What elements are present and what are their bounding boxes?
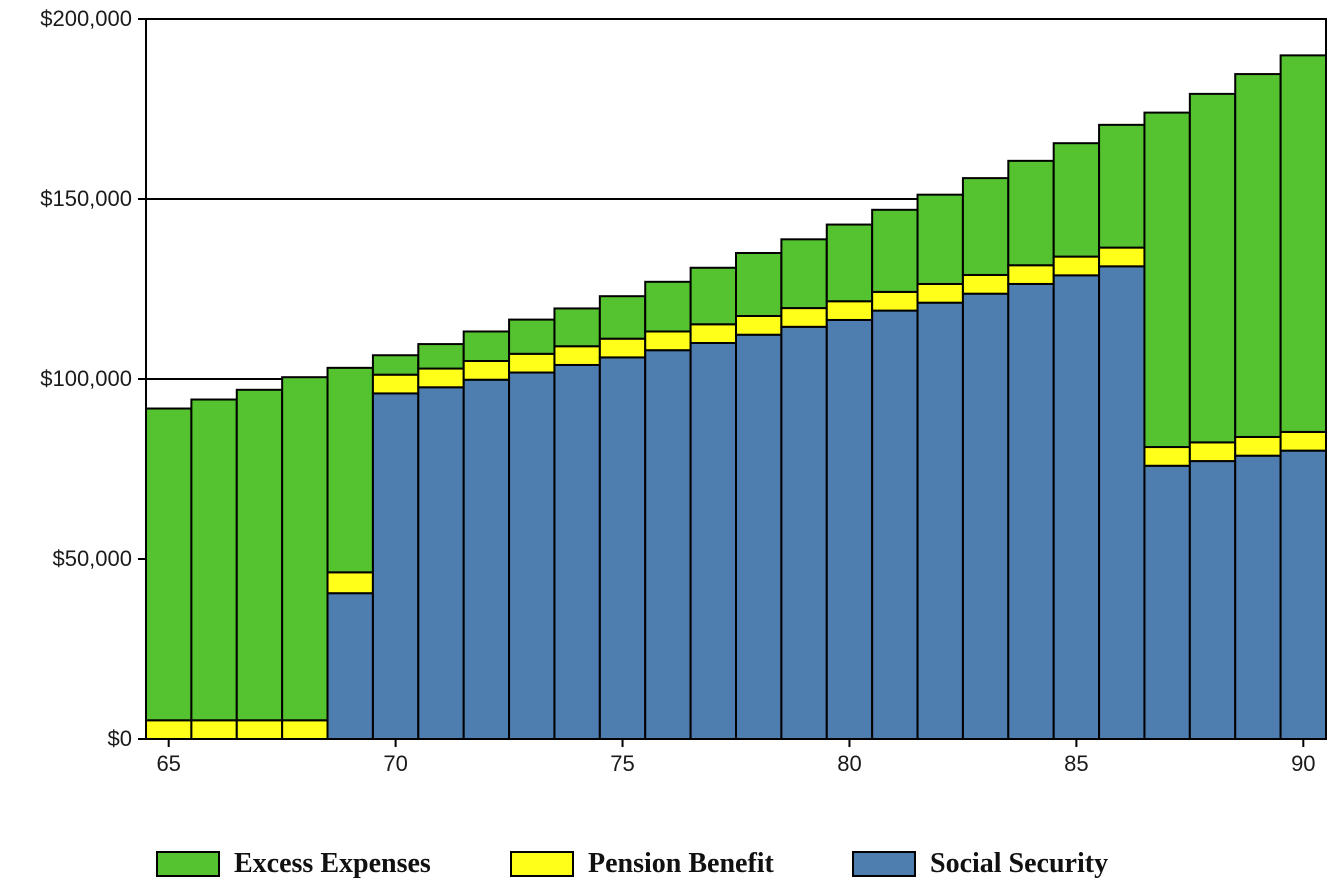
x-tick-label: 85 bbox=[1064, 751, 1088, 776]
bar-pension-benefit-81 bbox=[871, 290, 919, 312]
bar-excess-expenses-68 bbox=[281, 376, 329, 722]
bar-excess-expenses-78 bbox=[735, 252, 783, 317]
y-tick-label: $0 bbox=[108, 726, 132, 751]
bar-social-security-69 bbox=[326, 592, 374, 741]
bars bbox=[145, 54, 1327, 741]
bar-excess-expenses-76 bbox=[644, 280, 692, 333]
bar-social-security-80 bbox=[825, 318, 874, 740]
bar-pension-benefit-87 bbox=[1143, 446, 1191, 467]
bar-social-security-85 bbox=[1052, 274, 1101, 740]
bar-pension-benefit-66 bbox=[190, 719, 238, 741]
bar-pension-benefit-69 bbox=[326, 571, 374, 595]
bar-pension-benefit-76 bbox=[644, 330, 692, 352]
bar-social-security-79 bbox=[780, 325, 828, 740]
bar-pension-benefit-65 bbox=[145, 719, 193, 741]
bar-excess-expenses-86 bbox=[1098, 123, 1146, 249]
bar-excess-expenses-75 bbox=[598, 295, 647, 340]
bar-excess-expenses-89 bbox=[1234, 73, 1282, 438]
bar-pension-benefit-79 bbox=[780, 307, 828, 328]
bar-pension-benefit-88 bbox=[1188, 441, 1237, 463]
bar-excess-expenses-79 bbox=[780, 238, 828, 310]
bar-excess-expenses-74 bbox=[553, 307, 601, 348]
bar-social-security-76 bbox=[644, 349, 692, 740]
bar-pension-benefit-89 bbox=[1234, 435, 1282, 457]
bar-excess-expenses-67 bbox=[235, 388, 284, 722]
y-tick-label: $100,000 bbox=[40, 366, 132, 391]
y-tick-label: $150,000 bbox=[40, 186, 132, 211]
bar-excess-expenses-85 bbox=[1052, 142, 1101, 258]
bar-excess-expenses-83 bbox=[961, 177, 1010, 276]
legend-swatch-excess-expenses bbox=[156, 851, 220, 877]
bar-pension-benefit-72 bbox=[462, 360, 511, 381]
legend-item-social-security: Social Security bbox=[852, 848, 1108, 880]
bar-social-security-83 bbox=[961, 292, 1010, 740]
bar-pension-benefit-75 bbox=[598, 337, 647, 359]
x-tick-label: 65 bbox=[156, 751, 180, 776]
bar-pension-benefit-71 bbox=[417, 367, 465, 389]
x-axis: 65 70 75 80 85 90 bbox=[156, 739, 1316, 776]
x-tick-label: 90 bbox=[1291, 751, 1315, 776]
bar-excess-expenses-81 bbox=[871, 208, 919, 293]
bar-social-security-81 bbox=[871, 309, 919, 740]
bar-pension-benefit-90 bbox=[1279, 430, 1327, 452]
bar-excess-expenses-66 bbox=[190, 398, 238, 722]
bar-excess-expenses-72 bbox=[462, 330, 511, 363]
bar-pension-benefit-84 bbox=[1007, 264, 1055, 285]
legend-label-pension-benefit: Pension Benefit bbox=[588, 848, 774, 879]
legend-item-excess-expenses: Excess Expenses bbox=[156, 848, 431, 880]
stacked-bar-chart: $0 $50,000 $100,000 $150,000 $200,000 65 70 75… bbox=[40, 6, 1327, 776]
x-tick-label: 80 bbox=[837, 751, 861, 776]
bar-social-security-72 bbox=[462, 378, 511, 740]
bar-excess-expenses-90 bbox=[1279, 54, 1327, 433]
bar-excess-expenses-82 bbox=[916, 193, 964, 285]
bar-excess-expenses-88 bbox=[1188, 92, 1237, 444]
legend-label-excess-expenses: Excess Expenses bbox=[234, 848, 431, 879]
bar-social-security-89 bbox=[1234, 454, 1282, 740]
bar-pension-benefit-74 bbox=[553, 345, 601, 366]
x-tick-label: 70 bbox=[383, 751, 407, 776]
bar-excess-expenses-87 bbox=[1143, 111, 1191, 449]
legend-label-social-security: Social Security bbox=[930, 848, 1109, 879]
bar-pension-benefit-85 bbox=[1052, 255, 1101, 277]
bar-pension-benefit-73 bbox=[508, 352, 556, 374]
bar-social-security-77 bbox=[689, 342, 737, 740]
bar-social-security-78 bbox=[735, 333, 783, 740]
legend: Excess Expenses Pension Benefit Social S… bbox=[0, 836, 1328, 886]
bar-pension-benefit-80 bbox=[825, 300, 874, 321]
y-axis: $0 $50,000 $100,000 $150,000 $200,000 bbox=[40, 6, 146, 751]
bar-excess-expenses-69 bbox=[326, 366, 374, 574]
bar-social-security-75 bbox=[598, 356, 647, 740]
bar-social-security-82 bbox=[916, 301, 964, 740]
bar-social-security-71 bbox=[417, 386, 465, 740]
bar-excess-expenses-77 bbox=[689, 266, 737, 326]
bar-pension-benefit-83 bbox=[961, 273, 1010, 295]
x-tick-label: 75 bbox=[610, 751, 634, 776]
bar-excess-expenses-80 bbox=[825, 223, 874, 303]
bar-excess-expenses-73 bbox=[508, 318, 556, 355]
bar-social-security-84 bbox=[1007, 282, 1055, 740]
bar-pension-benefit-77 bbox=[689, 323, 737, 344]
bar-pension-benefit-68 bbox=[281, 719, 329, 741]
y-tick-label: $200,000 bbox=[40, 6, 132, 31]
bar-pension-benefit-67 bbox=[235, 719, 284, 741]
legend-swatch-social-security bbox=[852, 851, 916, 877]
bar-pension-benefit-70 bbox=[371, 373, 420, 395]
y-tick-label: $50,000 bbox=[52, 546, 132, 571]
legend-swatch-pension-benefit bbox=[510, 851, 574, 877]
bar-excess-expenses-70 bbox=[371, 354, 420, 376]
bar-social-security-88 bbox=[1188, 460, 1237, 740]
bar-social-security-90 bbox=[1279, 449, 1327, 740]
bar-social-security-86 bbox=[1098, 265, 1146, 740]
bar-social-security-87 bbox=[1143, 464, 1191, 740]
bar-pension-benefit-86 bbox=[1098, 246, 1146, 268]
bar-social-security-70 bbox=[371, 392, 420, 740]
legend-item-pension-benefit: Pension Benefit bbox=[510, 848, 774, 880]
bar-pension-benefit-82 bbox=[916, 282, 964, 304]
bar-excess-expenses-65 bbox=[145, 407, 193, 722]
bar-pension-benefit-78 bbox=[735, 315, 783, 336]
bar-social-security-73 bbox=[508, 371, 556, 740]
bar-excess-expenses-71 bbox=[417, 343, 465, 370]
bar-excess-expenses-84 bbox=[1007, 159, 1055, 267]
bar-social-security-74 bbox=[553, 363, 601, 740]
